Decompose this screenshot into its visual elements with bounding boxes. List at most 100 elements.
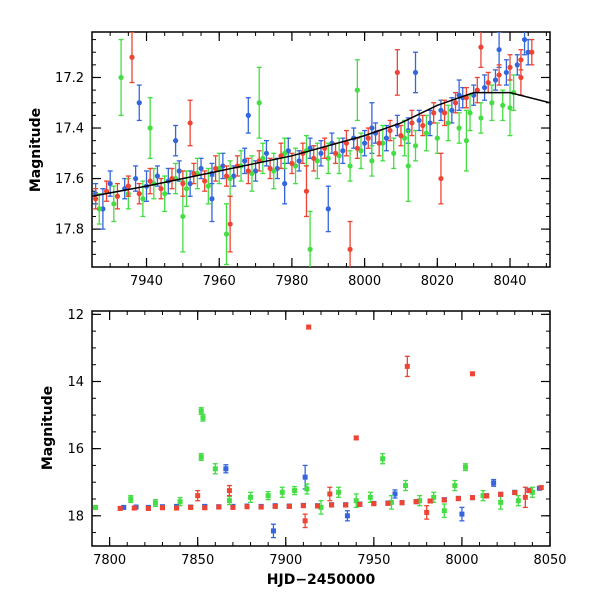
top-data-point bbox=[285, 148, 291, 154]
top-data-point bbox=[187, 181, 193, 187]
bottom-data-point bbox=[117, 505, 123, 511]
bottom-data-point bbox=[226, 498, 232, 504]
bottom-data-point bbox=[353, 435, 359, 441]
top-data-point bbox=[478, 115, 484, 121]
top-data-point bbox=[347, 163, 353, 169]
bottom-y-tick-label: 16 bbox=[67, 442, 84, 457]
bottom-data-point bbox=[230, 504, 236, 510]
bottom-data-point bbox=[462, 464, 468, 470]
top-x-tick-labels: 7940 7960 7980 8000 8020 8040 bbox=[130, 274, 527, 289]
bottom-data-point bbox=[538, 485, 544, 491]
top-data-point bbox=[391, 150, 397, 156]
bottom-data-point bbox=[159, 505, 165, 511]
bottom-data-point bbox=[131, 505, 137, 511]
top-data-point bbox=[340, 148, 346, 154]
top-data-point bbox=[147, 125, 153, 131]
bottom-data-point bbox=[216, 504, 222, 510]
bottom-x-axis-title: HJD−2450000 bbox=[267, 572, 376, 588]
bottom-data-point bbox=[329, 502, 335, 508]
bottom-data-point bbox=[223, 466, 229, 472]
top-data-point bbox=[303, 188, 310, 194]
bottom-panel: 7800 7850 7900 7950 8000 8050 12 14 16 18 Magnit… bbox=[40, 308, 567, 588]
top-data-point bbox=[481, 84, 488, 91]
top-data-point bbox=[180, 213, 186, 220]
bottom-data-point bbox=[371, 501, 377, 507]
top-data-point bbox=[438, 107, 444, 113]
bottom-clipped-marks bbox=[93, 324, 544, 539]
top-y-tick-label: 17.2 bbox=[55, 71, 84, 86]
top-data-point bbox=[231, 173, 237, 179]
bottom-data-point bbox=[441, 497, 447, 503]
top-data-point bbox=[452, 100, 459, 106]
top-data-point bbox=[467, 110, 473, 116]
bottom-data-point bbox=[93, 504, 99, 510]
top-series-2 bbox=[93, 32, 535, 267]
bottom-data-point bbox=[174, 505, 180, 511]
bottom-y-tick-label: 12 bbox=[67, 308, 84, 323]
bottom-series-1 bbox=[93, 407, 535, 519]
bottom-data-point bbox=[392, 491, 398, 497]
bottom-data-point bbox=[188, 504, 194, 510]
top-data-point bbox=[227, 221, 233, 227]
top-data-point bbox=[438, 175, 444, 182]
bottom-data-point bbox=[388, 499, 394, 505]
bottom-data-point bbox=[459, 511, 465, 517]
top-data-point bbox=[409, 120, 415, 126]
top-data-point bbox=[507, 105, 513, 111]
bottom-data-point bbox=[522, 494, 528, 500]
bottom-data-point bbox=[198, 454, 204, 460]
bottom-data-point bbox=[367, 494, 373, 500]
top-data-point bbox=[173, 138, 179, 144]
top-data-point bbox=[176, 168, 182, 174]
top-data-point bbox=[354, 87, 360, 93]
top-data-point bbox=[245, 168, 251, 174]
top-data-point bbox=[336, 153, 342, 159]
top-x-tick-label: 7940 bbox=[130, 274, 163, 289]
top-data-point bbox=[140, 196, 146, 202]
bottom-data-point bbox=[526, 488, 532, 494]
top-data-point bbox=[362, 140, 368, 146]
top-data-point bbox=[180, 181, 186, 187]
top-data-point bbox=[402, 135, 408, 141]
top-data-point bbox=[318, 150, 324, 156]
bottom-data-point bbox=[427, 498, 433, 504]
bottom-data-point bbox=[198, 408, 204, 414]
bottom-data-point bbox=[469, 495, 475, 501]
bottom-x-tick-label: 7900 bbox=[269, 553, 302, 568]
top-data-point bbox=[525, 49, 531, 55]
top-data-point bbox=[282, 181, 288, 187]
bottom-data-point bbox=[452, 483, 458, 489]
bottom-data-point bbox=[270, 528, 276, 534]
top-data-point bbox=[427, 120, 433, 126]
bottom-data-point bbox=[357, 501, 363, 507]
bottom-x-tick-label: 8000 bbox=[445, 553, 478, 568]
top-data-point bbox=[507, 64, 513, 70]
top-data-point bbox=[296, 158, 302, 164]
bottom-data-point bbox=[515, 498, 521, 504]
top-data-point bbox=[474, 87, 480, 93]
bottom-data-point bbox=[491, 480, 497, 486]
bottom-data-point bbox=[272, 503, 278, 509]
top-data-point bbox=[434, 135, 440, 141]
bottom-data-point bbox=[300, 503, 306, 509]
bottom-data-point bbox=[304, 486, 310, 492]
bottom-data-point bbox=[302, 474, 308, 480]
bottom-data-point bbox=[469, 371, 475, 377]
top-data-point bbox=[307, 246, 313, 252]
bottom-x-tick-label: 7850 bbox=[181, 553, 214, 568]
top-data-point bbox=[227, 175, 233, 182]
top-data-point bbox=[518, 74, 524, 81]
top-data-point bbox=[242, 158, 248, 164]
top-data-point bbox=[325, 155, 331, 161]
top-data-point bbox=[183, 186, 190, 192]
top-data-point bbox=[521, 36, 528, 43]
top-y-axis-title: Magnitude bbox=[28, 108, 44, 192]
top-data-point bbox=[220, 163, 226, 169]
bottom-data-point bbox=[385, 500, 391, 506]
bottom-y-tick-label: 18 bbox=[67, 509, 84, 524]
top-data-point bbox=[162, 191, 168, 197]
top-data-point bbox=[405, 163, 411, 169]
top-trend-curve bbox=[92, 91, 550, 197]
bottom-y-tick-labels: 12 14 16 18 bbox=[67, 308, 84, 524]
top-data-point bbox=[96, 206, 102, 212]
